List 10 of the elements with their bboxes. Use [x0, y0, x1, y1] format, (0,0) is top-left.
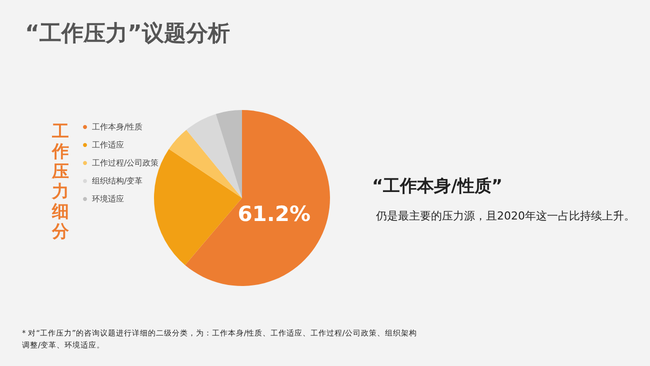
legend-label: 环境适应: [92, 194, 124, 204]
legend-label: 工作本身/性质: [92, 122, 143, 132]
text: 仍是最主要的压力源，且2020年这一占比持续上升。: [375, 210, 635, 222]
legend-label: 组织结构/变革: [92, 176, 143, 186]
legend-label: 工作过程/公司政策: [92, 158, 159, 168]
text: “工作本身/性质”: [372, 176, 503, 196]
data-label: 61.2%: [238, 202, 311, 226]
legend-label: 工作适应: [92, 140, 124, 150]
chart-title: “工作压力”议题分析: [25, 20, 230, 46]
legend-title: 工作压力细分: [51, 122, 70, 242]
